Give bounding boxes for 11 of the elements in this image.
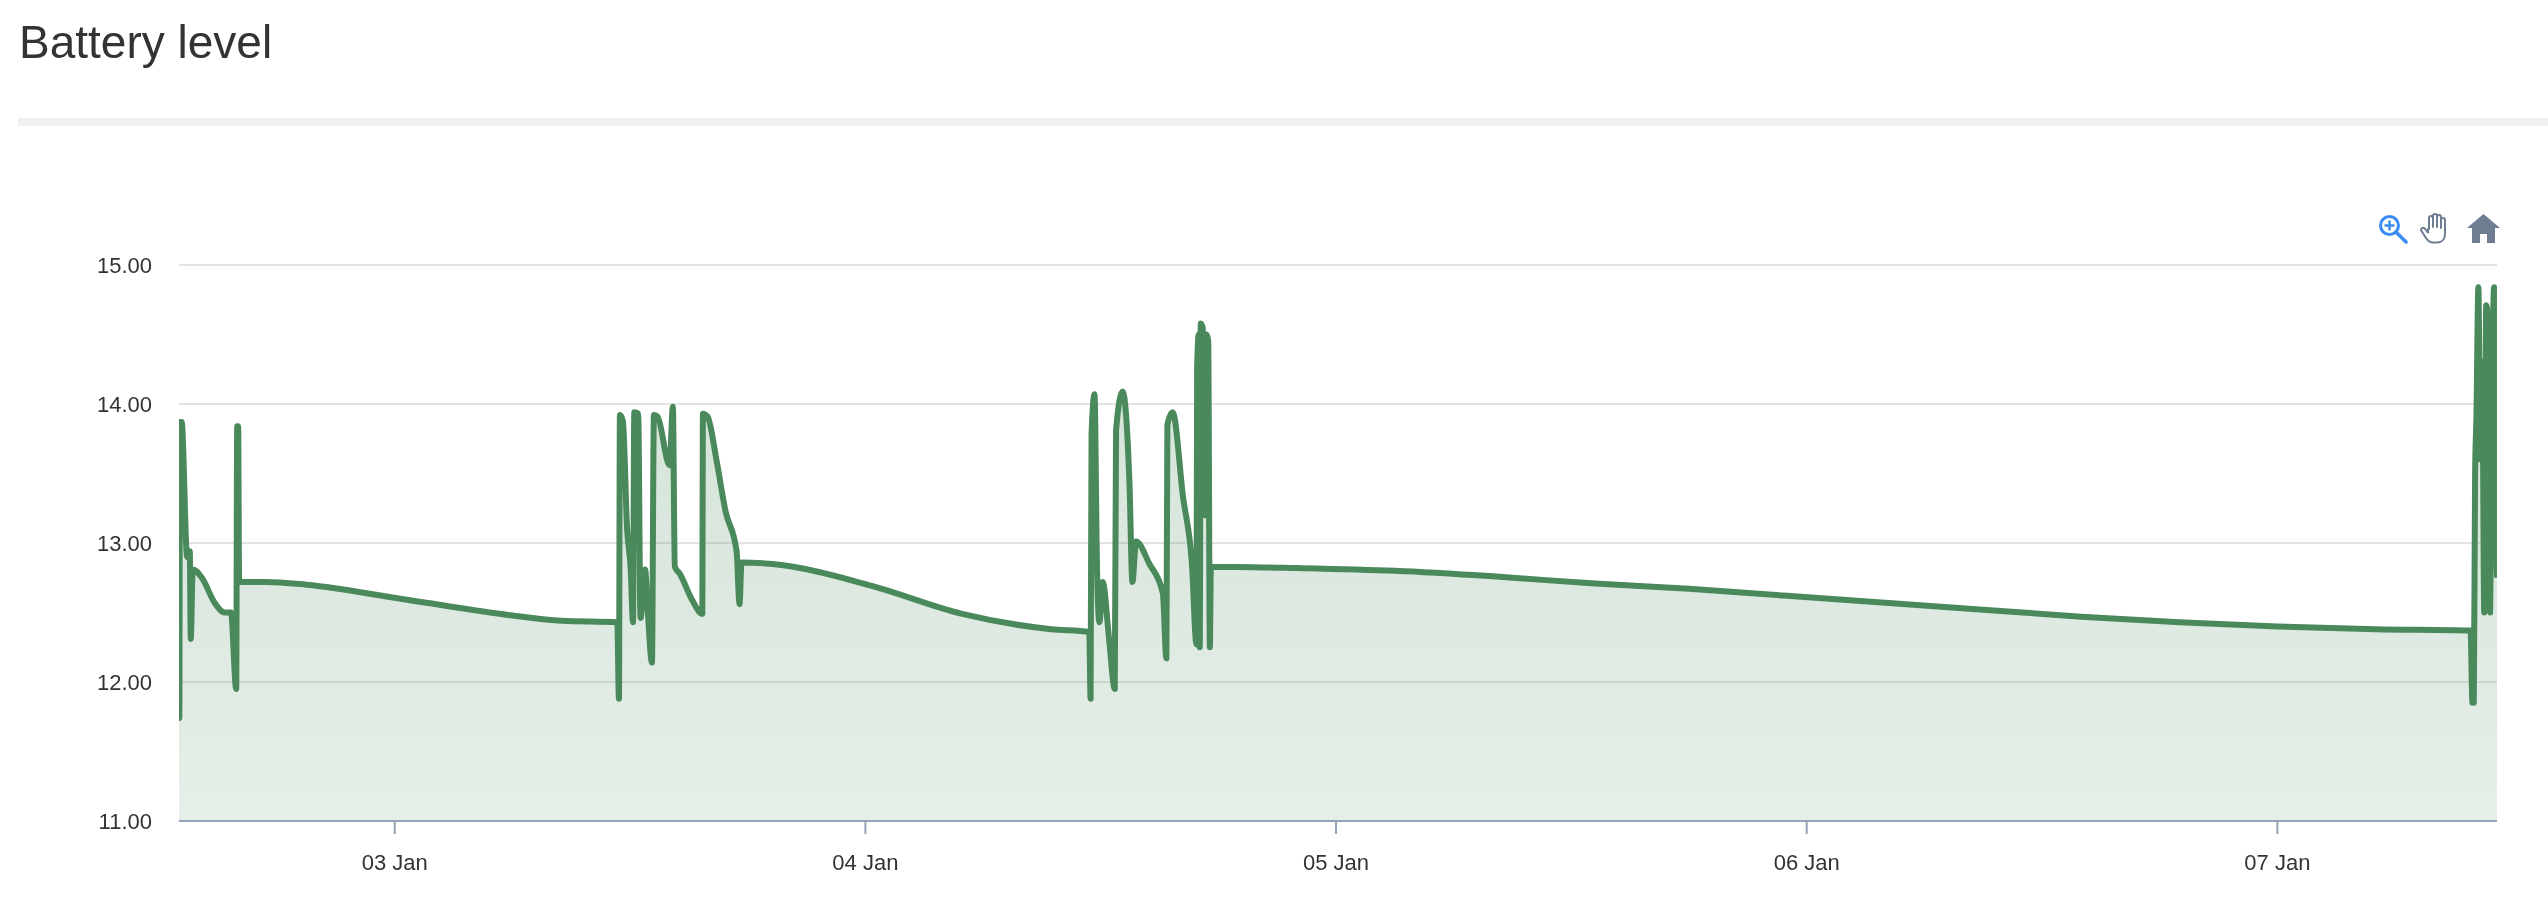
y-tick-label: 12.00 xyxy=(96,669,152,695)
x-tick-label: 06 Jan xyxy=(1773,849,1840,875)
y-tick-label: 13.00 xyxy=(96,530,152,556)
y-tick-label: 14.00 xyxy=(96,391,152,417)
y-tick-label: 11.00 xyxy=(98,808,152,834)
chart-title: Battery level xyxy=(19,16,273,68)
x-tick-label: 03 Jan xyxy=(361,849,428,875)
x-tick-label: 05 Jan xyxy=(1303,849,1370,875)
y-tick-label: 15.00 xyxy=(96,252,152,278)
x-tick-label: 07 Jan xyxy=(2244,849,2311,875)
x-tick-label: 04 Jan xyxy=(832,849,899,875)
